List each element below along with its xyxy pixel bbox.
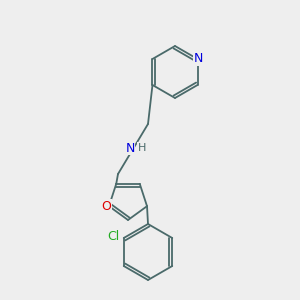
Text: O: O [101, 200, 111, 213]
Text: N: N [125, 142, 135, 154]
Text: N: N [194, 52, 203, 65]
Text: H: H [138, 143, 146, 153]
Text: Cl: Cl [108, 230, 120, 242]
